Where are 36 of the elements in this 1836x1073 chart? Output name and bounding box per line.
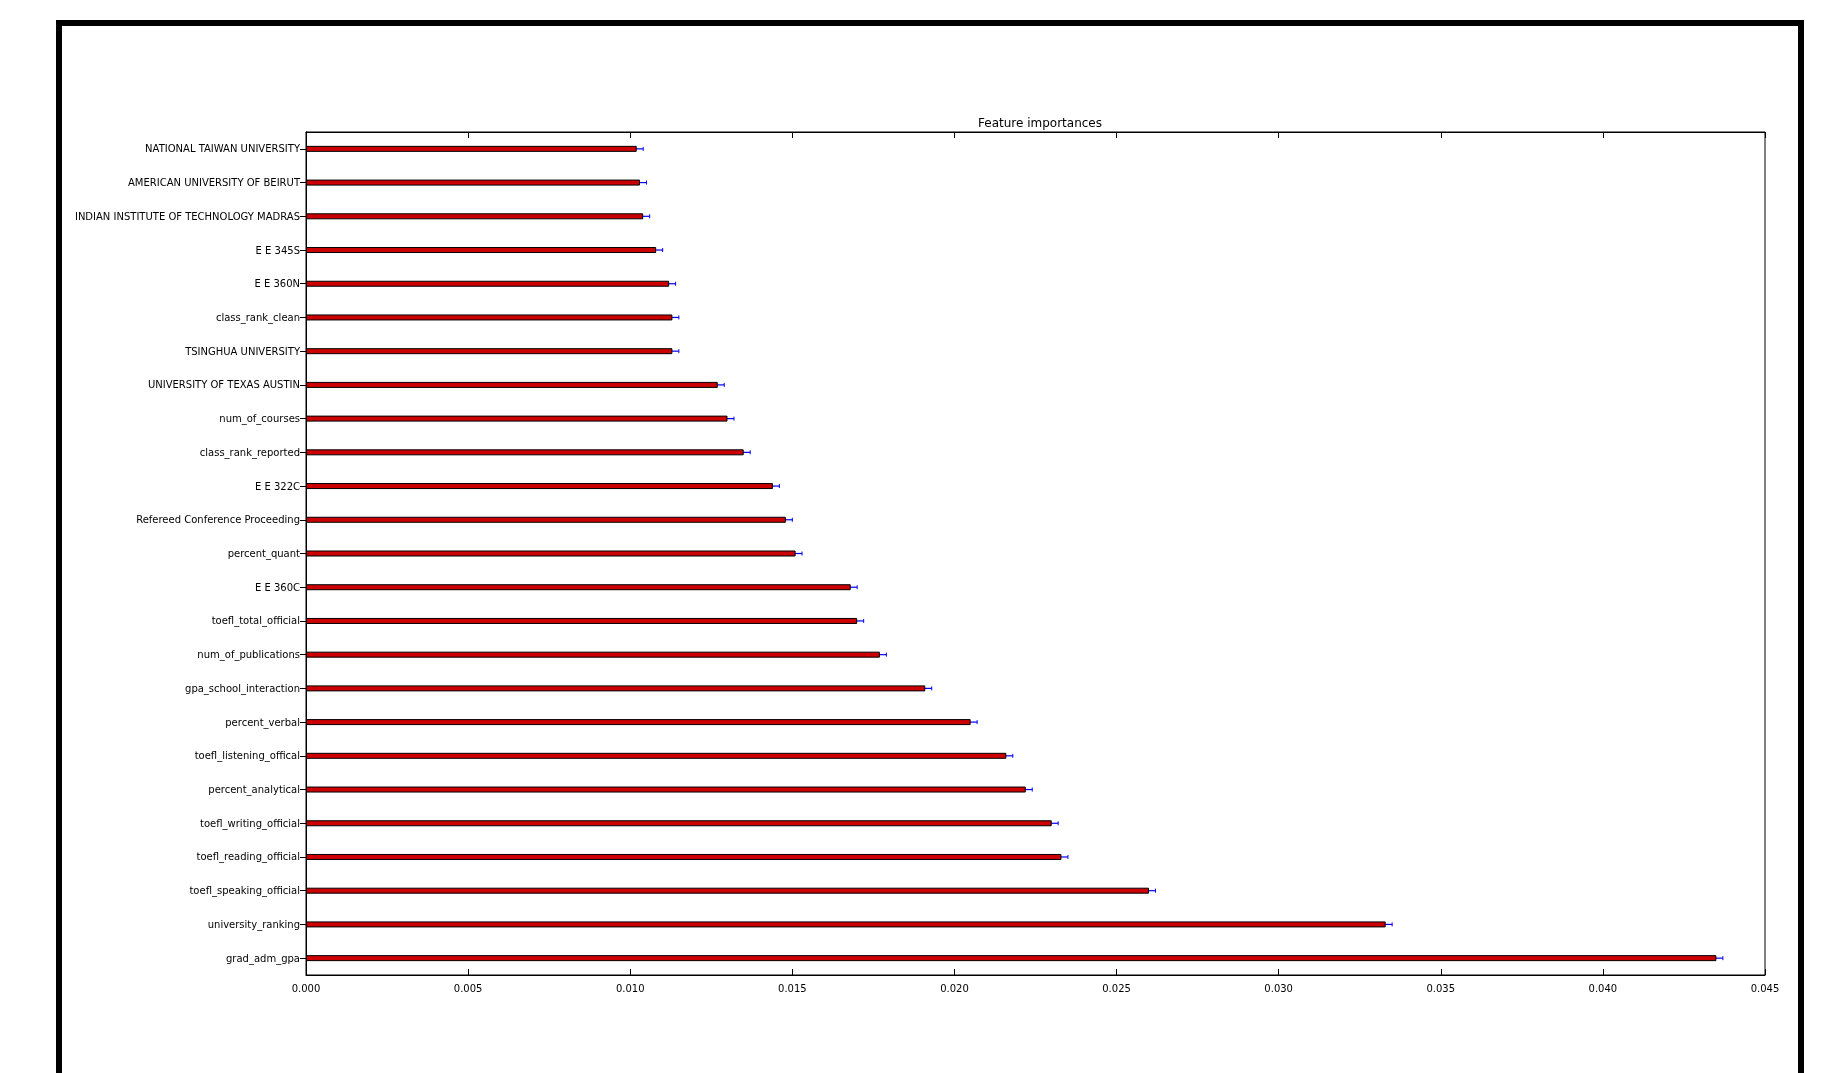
y-tick-label: Refereed Conference Proceeding (136, 514, 300, 526)
x-tick-label: 0.020 (940, 982, 969, 994)
y-tick-label: E E 345S (255, 244, 300, 256)
x-tick-label: 0.000 (291, 982, 321, 994)
y-tick-label: university_ranking (207, 918, 300, 931)
y-tick-label: toefl_writing_official (200, 817, 300, 830)
y-tick-label: class_rank_reported (199, 446, 300, 459)
x-tick-label: 0.040 (1588, 982, 1618, 994)
x-tick-label: 0.025 (1102, 982, 1131, 994)
x-tick-label: 0.045 (1750, 982, 1780, 994)
y-tick-label: class_rank_clean (215, 311, 300, 324)
y-tick-label: toefl_speaking_official (189, 885, 300, 898)
y-tick-label: percent_quant (227, 548, 301, 560)
y-tick-label: E E 322C (254, 480, 300, 492)
y-tick-label: AMERICAN UNIVERSITY OF BEIRUT (127, 177, 301, 189)
y-tick-label: UNIVERSITY OF TEXAS AUSTIN (147, 379, 300, 391)
y-tick-label: num_of_publications (197, 649, 300, 662)
x-tick-label: 0.010 (615, 982, 645, 994)
y-tick-label: E E 360C (254, 581, 300, 593)
y-tick-label: TSINGHUA UNIVERSITY (184, 345, 301, 357)
y-tick-label: percent_analytical (208, 784, 300, 797)
y-tick-label: INDIAN INSTITUTE OF TECHNOLOGY MADRAS (74, 210, 300, 222)
x-tick-label: 0.030 (1264, 982, 1293, 994)
y-tick-label: NATIONAL TAIWAN UNIVERSITY (145, 143, 301, 155)
x-tick-label: 0.005 (453, 982, 483, 994)
x-tick-label: 0.035 (1426, 982, 1456, 994)
y-tick-label: gpa_school_interaction (185, 682, 300, 695)
y-tick-label: num_of_courses (219, 413, 300, 426)
y-tick-label: toefl_reading_official (196, 851, 300, 864)
y-tick-label: E E 360N (254, 278, 300, 290)
y-tick-label: percent_verbal (225, 716, 300, 729)
x-tick-label: 0.015 (778, 982, 807, 994)
y-tick-label: grad_adm_gpa (226, 952, 300, 965)
y-tick-label: toefl_listening_offical (194, 750, 300, 763)
y-tick-label: toefl_total_official (211, 615, 300, 628)
chart-title: Feature importances (978, 116, 1102, 130)
